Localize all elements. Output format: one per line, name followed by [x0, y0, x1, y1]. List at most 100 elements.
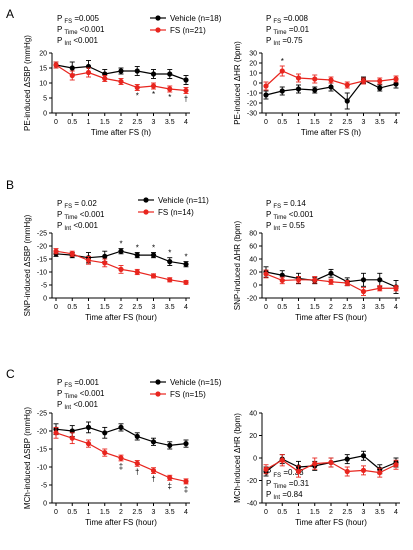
stat-value: <0.001 [71, 400, 98, 409]
significance-mark: * [136, 244, 139, 253]
stat-sub: FS [64, 383, 72, 389]
stat-p: P [57, 378, 64, 387]
data-point [183, 87, 189, 94]
x-tick-label: 1 [297, 304, 301, 311]
y-tick-label: -15 [37, 447, 47, 454]
data-point [118, 248, 124, 254]
data-point [150, 83, 157, 89]
data-point [344, 98, 350, 104]
x-tick-label: 0.5 [67, 119, 77, 126]
x-tick-label: 4 [394, 509, 398, 516]
data-point [328, 270, 334, 276]
series-fs [263, 269, 399, 296]
x-tick-label: 2 [119, 119, 123, 126]
data-point [150, 71, 157, 77]
series-vehicle [263, 76, 399, 110]
data-point [167, 71, 173, 77]
stat-sub: FS [64, 19, 72, 25]
stat-value: <0.001 [78, 25, 105, 34]
data-point [134, 460, 140, 466]
data-point [295, 277, 302, 283]
x-tick-label: 1 [297, 509, 301, 516]
data-point [328, 279, 334, 285]
stat-sub: Int [273, 226, 280, 232]
y-axis-label: MCh-induced ΔSBP (mmHg) [23, 407, 32, 509]
data-point [150, 439, 157, 445]
y-axis-label: PE-induced ΔSBP (mmHg) [23, 35, 32, 131]
y-tick-label: 20 [249, 433, 257, 440]
y-tick-label: -30 [247, 111, 257, 118]
x-tick-label: 1 [297, 119, 301, 126]
x-tick-label: 2.5 [342, 304, 352, 311]
stat-value: =0.75 [280, 36, 303, 45]
stat-line: P Int <0.001 [57, 400, 99, 411]
stat-value: <0.001 [78, 389, 105, 398]
y-tick-label: 20 [249, 61, 257, 68]
data-point [102, 430, 108, 436]
legend-label: FS (n=14) [158, 208, 194, 217]
legend-label: FS (n=21) [170, 26, 206, 35]
stat-value: =0.31 [287, 479, 310, 488]
stat-line: P Int =0.75 [266, 36, 303, 47]
data-point [69, 65, 75, 71]
y-tick-label: 10 [39, 81, 47, 88]
data-point [360, 78, 367, 84]
stat-value: <0.001 [71, 221, 98, 230]
data-point [279, 277, 285, 284]
data-point [295, 75, 302, 81]
x-tick-label: 0.5 [277, 304, 287, 311]
y-tick-label: 0 [43, 111, 47, 118]
stat-p: P [266, 36, 273, 45]
stat-line: P Time =0.31 [266, 479, 310, 490]
data-point [183, 279, 189, 285]
x-tick-label: 2.5 [342, 119, 352, 126]
data-point [69, 72, 75, 79]
x-tick-label: 3.5 [165, 119, 175, 126]
data-point [167, 86, 173, 92]
x-tick-label: 3.5 [375, 119, 385, 126]
data-point [102, 450, 108, 456]
data-point [393, 76, 399, 82]
data-point [312, 76, 318, 82]
stat-line: P FS = 0.14 [266, 199, 306, 210]
significance-mark: * [281, 57, 284, 66]
y-tick-label: -40 [247, 501, 257, 508]
data-point [167, 277, 173, 283]
legend-item-fs: FS (n=14) [138, 208, 194, 217]
data-point [360, 467, 367, 473]
data-point [134, 68, 140, 74]
y-axis-label: PE-induced ΔHR (bpm) [233, 41, 242, 125]
data-point [263, 271, 269, 277]
y-tick-label: 20 [39, 51, 47, 58]
x-tick-label: 3 [362, 509, 366, 516]
y-tick-label: 0 [253, 81, 257, 88]
stat-p: P [266, 14, 273, 23]
stat-p: P [266, 468, 273, 477]
data-point [118, 266, 124, 272]
x-tick-label: 2 [329, 119, 333, 126]
stat-sub: FS [64, 204, 72, 210]
x-tick-label: 0 [54, 509, 58, 516]
data-point [377, 85, 383, 91]
series-fs [53, 248, 189, 285]
x-axis-label: Time after FS (hour) [295, 313, 367, 322]
stat-sub: Time [273, 484, 287, 490]
y-axis-label: SNP-induced ΔSBP (mmHg) [23, 214, 32, 316]
data-point [134, 84, 140, 91]
y-tick-label: -5 [41, 483, 47, 490]
x-tick-label: 1.5 [100, 119, 110, 126]
data-point [279, 272, 285, 278]
stat-value: =0.001 [72, 378, 99, 387]
stat-value: =0.33 [281, 468, 304, 477]
x-tick-label: 4 [184, 304, 188, 311]
stat-p: P [266, 490, 273, 499]
data-point [344, 456, 350, 462]
x-tick-label: 1 [87, 304, 91, 311]
data-point [85, 69, 92, 76]
y-tick-label: 40 [249, 411, 257, 418]
stat-line: P Time <0.001 [57, 210, 105, 221]
stat-value: = 0.14 [281, 199, 306, 208]
significance-mark: † [135, 467, 139, 476]
stat-line: P FS =0.008 [266, 14, 309, 25]
data-point [134, 269, 140, 275]
